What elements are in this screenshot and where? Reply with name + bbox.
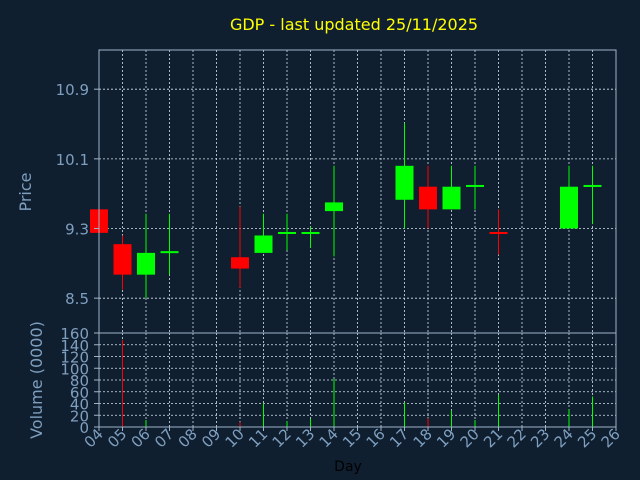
candle-body bbox=[466, 184, 484, 187]
candle-body bbox=[301, 231, 320, 234]
volume-y-tick-label: 100 bbox=[60, 360, 89, 378]
price-y-tick-label: 10.9 bbox=[56, 81, 89, 99]
volume-y-tick-label: 120 bbox=[60, 349, 89, 367]
candle-body bbox=[231, 257, 249, 269]
volume-y-tick-label: 20 bbox=[70, 407, 89, 425]
volume-y-tick-label: 140 bbox=[60, 337, 89, 355]
price-y-tick-label: 10.1 bbox=[56, 151, 89, 169]
volume-y-tick-label: 0 bbox=[79, 419, 89, 437]
candle-body bbox=[419, 186, 437, 210]
volume-y-tick-label: 160 bbox=[60, 325, 89, 343]
volume-y-tick-label: 80 bbox=[70, 372, 89, 390]
volume-y-tick-label: 60 bbox=[70, 384, 89, 402]
candle-body bbox=[325, 202, 343, 212]
price-axis-label: Price bbox=[16, 172, 35, 211]
x-axis-label: Day bbox=[334, 459, 362, 475]
candle-body bbox=[395, 165, 414, 200]
candle-body bbox=[442, 186, 461, 210]
candle-body bbox=[583, 184, 602, 187]
candle-body bbox=[137, 252, 155, 275]
chart-title: GDP - last updated 25/11/2025 bbox=[230, 15, 478, 34]
volume-y-tick-label: 40 bbox=[70, 396, 89, 414]
price-y-tick-label: 8.5 bbox=[65, 290, 89, 308]
candle-body bbox=[278, 231, 296, 234]
candle-body bbox=[160, 251, 179, 254]
volume-axis-label: Volume (0000) bbox=[27, 321, 46, 439]
candle-body bbox=[560, 186, 578, 229]
candle-body bbox=[113, 244, 132, 275]
price-y-tick-label: 9.3 bbox=[65, 221, 89, 239]
candle-body bbox=[489, 231, 508, 234]
candle-body bbox=[254, 235, 273, 253]
